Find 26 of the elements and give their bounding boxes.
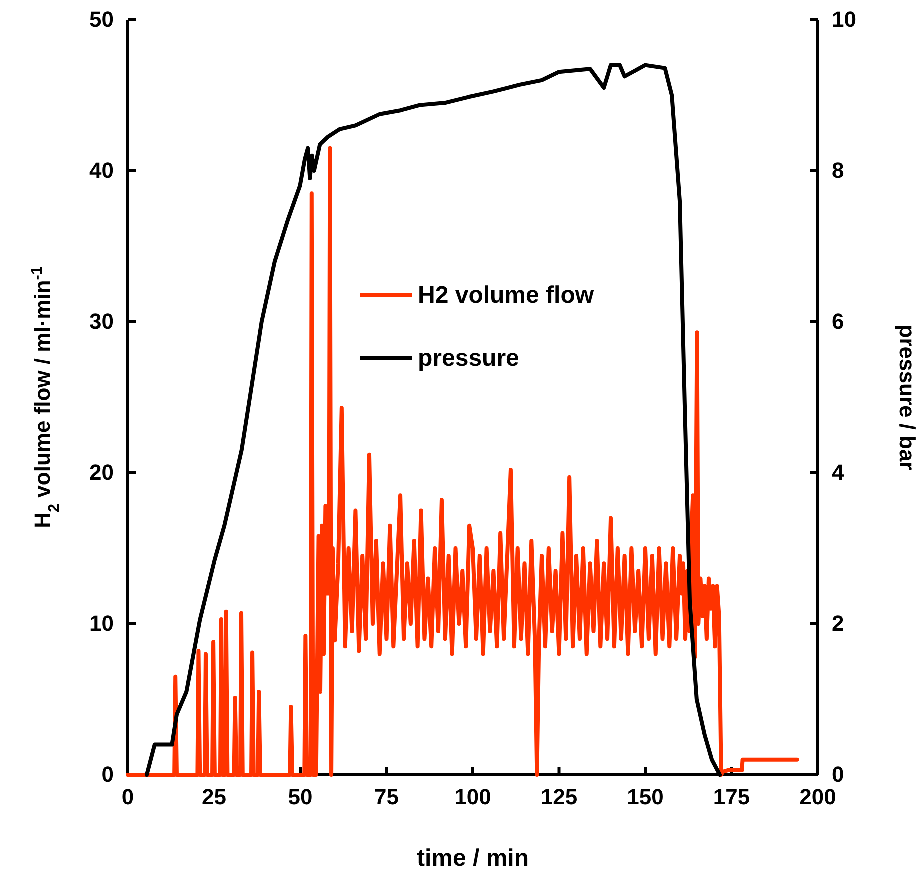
y-tick-label: 10 <box>90 611 114 636</box>
x-tick-label: 50 <box>288 784 313 810</box>
x-tick-label: 150 <box>627 784 664 810</box>
y-tick-label: 50 <box>90 7 114 32</box>
y-tick-label: 0 <box>102 762 114 788</box>
x-tick-label: 200 <box>800 784 836 810</box>
y-tick-label: 40 <box>90 158 114 184</box>
y2-tick-label: 2 <box>832 611 844 636</box>
legend-label: pressure <box>418 345 520 372</box>
y2-tick-label: 0 <box>832 762 844 788</box>
y2-tick-label: 10 <box>832 7 856 32</box>
y-tick-label: 20 <box>90 460 114 486</box>
legend-label: H2 volume flow <box>418 282 594 309</box>
x-axis-title: time / min <box>416 845 530 872</box>
y2-tick-label: 4 <box>832 460 845 486</box>
line-series <box>126 146 800 777</box>
x-tick-label: 0 <box>122 784 134 810</box>
y2-tick-label: 6 <box>832 309 844 334</box>
y-tick-label: 30 <box>90 309 114 334</box>
y2-axis-title: pressure / bar <box>895 324 916 471</box>
x-tick-label: 125 <box>540 784 578 810</box>
x-tick-label: 100 <box>454 784 492 810</box>
x-tick-label: 75 <box>374 784 399 810</box>
y2-tick-label: 8 <box>832 158 844 184</box>
x-tick-label: 25 <box>202 784 226 810</box>
x-tick-label: 175 <box>713 784 750 810</box>
